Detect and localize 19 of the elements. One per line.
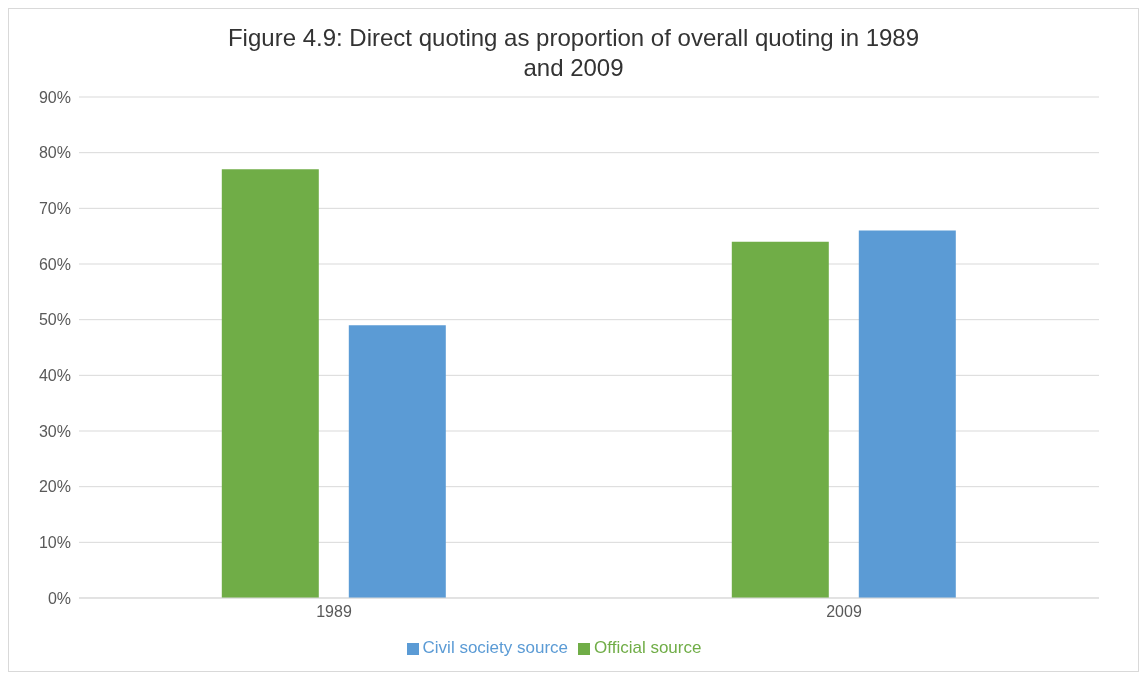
y-tick-label: 10%	[38, 534, 71, 552]
y-tick-label: 40%	[38, 367, 71, 385]
bar	[221, 169, 319, 598]
y-tick-label: 30%	[38, 422, 71, 440]
chart-title: Figure 4.9: Direct quoting as proportion of overall quoting in 1989 and 2009	[226, 23, 921, 83]
x-tick-label: 2009	[826, 603, 862, 621]
y-tick-label: 80%	[38, 144, 71, 162]
legend-label: Civil society source	[422, 638, 569, 657]
legend-label: Official source	[594, 638, 702, 657]
bar	[858, 230, 956, 598]
y-tick-label: 50%	[38, 311, 71, 329]
bar	[731, 241, 829, 598]
y-tick-label: 0%	[47, 589, 71, 607]
y-tick-label: 90%	[38, 88, 71, 106]
y-tick-label: 20%	[38, 478, 71, 496]
y-tick-label: 60%	[38, 255, 71, 273]
bar	[348, 325, 446, 598]
x-tick-label: 1989	[316, 603, 352, 621]
y-tick-label: 70%	[38, 200, 71, 218]
